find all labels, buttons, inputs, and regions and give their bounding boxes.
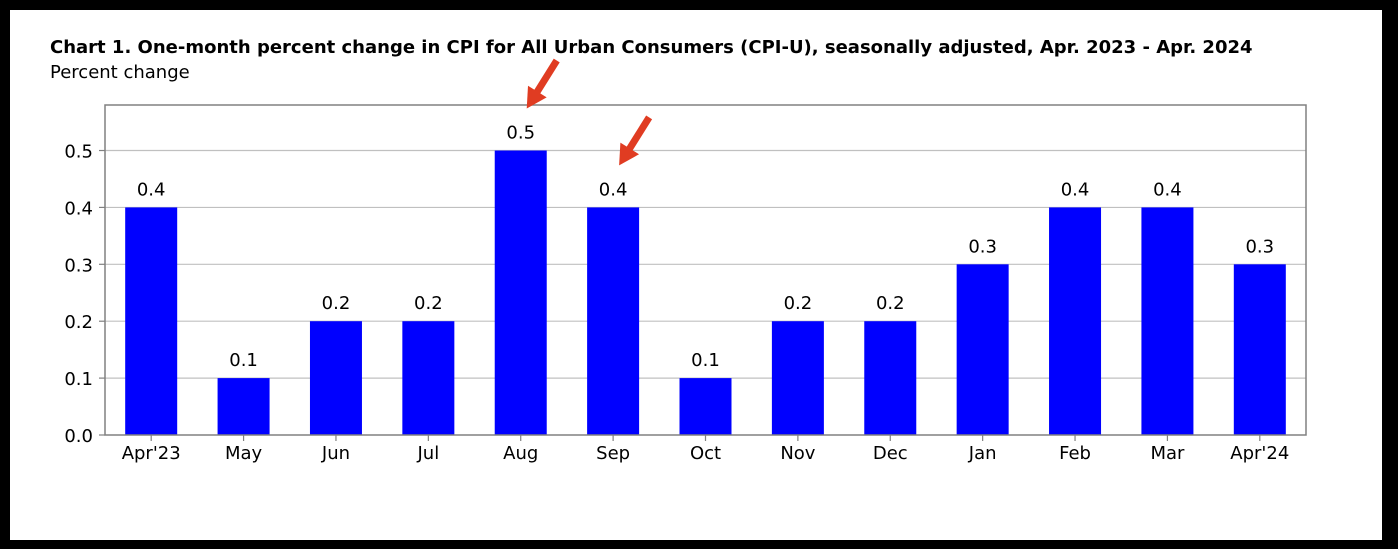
arrow-head: [619, 142, 640, 166]
y-tick-label: 0.4: [64, 198, 93, 219]
bar: [1141, 207, 1194, 435]
x-tick-label: Apr'23: [122, 443, 181, 464]
bar: [956, 264, 1009, 435]
annotations: [526, 58, 653, 166]
arrow-shaft: [533, 58, 560, 96]
x-tick-label: Jul: [416, 443, 439, 464]
bar: [679, 378, 732, 435]
data-label: 0.1: [691, 350, 720, 371]
x-tick-label: Nov: [780, 443, 815, 464]
x-tick-label: Dec: [873, 443, 908, 464]
data-label: 0.2: [784, 293, 813, 314]
bar: [494, 150, 547, 435]
bar: [402, 321, 455, 435]
data-label: 0.2: [876, 293, 905, 314]
y-tick-label: 0.3: [64, 255, 93, 276]
data-label: 0.3: [1245, 236, 1274, 257]
data-label: 0.1: [229, 350, 258, 371]
data-label: 0.2: [414, 293, 443, 314]
bar: [587, 207, 640, 435]
x-tick-label: Feb: [1059, 443, 1091, 464]
bars: [125, 150, 1286, 435]
x-tick-label: Jan: [968, 443, 997, 464]
chart-title: Chart 1. One-month percent change in CPI…: [50, 37, 1253, 58]
x-tick-label: May: [225, 443, 263, 464]
bar: [771, 321, 824, 435]
arrow-head: [526, 85, 547, 109]
bar: [1049, 207, 1102, 435]
plot-area-border: [104, 104, 1307, 436]
x-tick-label: Aug: [503, 443, 538, 464]
data-label: 0.5: [506, 123, 535, 144]
data-label: 0.2: [322, 293, 351, 314]
y-tick-label: 0.5: [64, 142, 93, 163]
gridlines: [99, 149, 1306, 441]
data-label: 0.3: [968, 236, 997, 257]
arrow-annotation: [526, 58, 560, 109]
data-label: 0.4: [137, 179, 166, 200]
bar: [1233, 264, 1286, 435]
labels: 0.0 0.1 0.2 0.3 0.4 0.5 0.4 Apr'23 0.1 May 0.2 Jun 0…: [64, 123, 1289, 464]
y-tick-label: 0.0: [64, 426, 93, 447]
arrow-shaft: [625, 115, 653, 153]
bar: [125, 207, 178, 435]
x-tick-label: Oct: [690, 443, 721, 464]
x-tick-label: Jun: [321, 443, 350, 464]
bar: [217, 378, 270, 435]
x-tick-label: Mar: [1150, 443, 1185, 464]
data-label: 0.4: [599, 179, 628, 200]
bar: [309, 321, 362, 435]
y-tick-label: 0.1: [64, 369, 93, 390]
x-tick-label: Apr'24: [1230, 443, 1289, 464]
y-tick-label: 0.2: [64, 312, 93, 333]
x-tick-label: Sep: [596, 443, 630, 464]
arrow-annotation: [619, 115, 653, 166]
data-label: 0.4: [1153, 179, 1182, 200]
bar: [864, 321, 917, 435]
y-axis-label: Percent change: [50, 62, 190, 83]
data-label: 0.4: [1061, 179, 1090, 200]
